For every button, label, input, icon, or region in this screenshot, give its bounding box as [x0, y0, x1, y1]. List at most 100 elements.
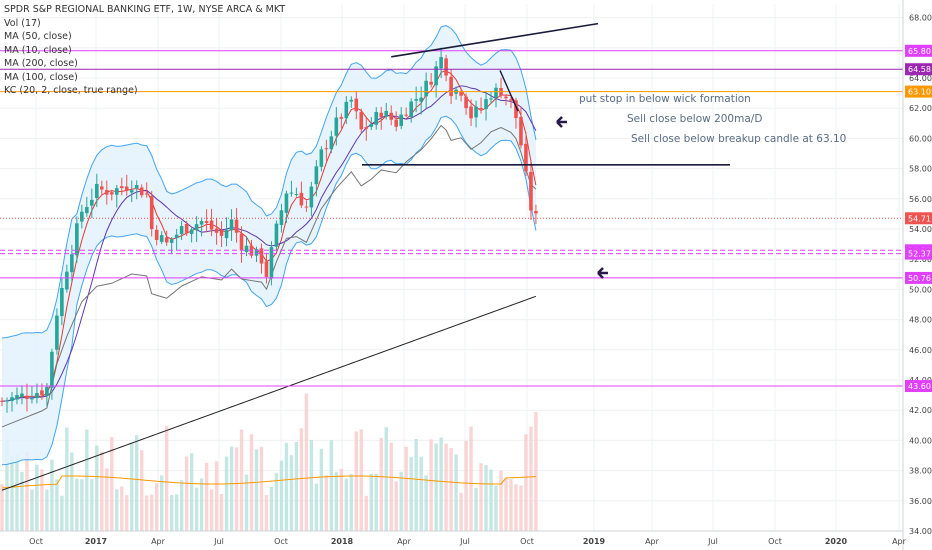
volume-bar-9	[45, 489, 49, 531]
candle-body-58	[289, 192, 294, 194]
candle-body-98	[489, 98, 493, 100]
volume-bar-97	[484, 465, 488, 531]
volume-bar-43	[214, 461, 219, 531]
candle-62	[309, 181, 314, 217]
candle-67	[334, 106, 339, 146]
price-tick-label: 40.00	[909, 436, 932, 445]
candle-body-53	[264, 261, 269, 277]
candle-4	[20, 385, 24, 405]
legend-ma100[interactable]: MA (100, close)	[4, 71, 78, 83]
time-axis[interactable]: Oct 2017 Apr Jul Oct 2018 Apr Jul Oct 2019 Apr Jul O…	[0, 530, 907, 546]
price-tag-bg-52.37	[905, 247, 932, 260]
candle-99	[494, 83, 498, 108]
candle-body-54	[269, 247, 274, 279]
trendline-drawings	[362, 22, 730, 279]
volume-bar-16	[80, 479, 84, 531]
volume-bar-63	[314, 483, 319, 531]
volume-bar-20	[100, 451, 104, 531]
candle-body-30	[149, 196, 154, 230]
candle-63	[314, 160, 319, 197]
volume-bar-75	[374, 473, 378, 531]
ma200-line	[1, 295, 537, 491]
candle-10	[50, 348, 54, 400]
price-tick-label: 54.00	[909, 225, 932, 234]
candle-body-67	[334, 117, 339, 136]
candle-body-62	[309, 186, 314, 208]
volume-bar-39	[194, 487, 199, 531]
volume-bar-40	[199, 478, 204, 531]
legend-ma200[interactable]: MA (200, close)	[4, 58, 78, 69]
volume-bar-18	[90, 479, 94, 531]
volume-bar-80	[399, 471, 403, 531]
candle-5	[25, 383, 29, 412]
price-axis[interactable]: 68.0066.0064.0062.0060.0058.0056.0054.00…	[902, 0, 932, 550]
volume-bar-2	[10, 455, 14, 531]
candle-body-11	[55, 315, 59, 350]
candle-body-4	[20, 393, 24, 397]
volume-bar-17	[85, 429, 89, 531]
price-tag-label: 52.37	[908, 250, 931, 259]
candle-93	[464, 93, 468, 115]
candle-3	[15, 387, 19, 405]
candle-94	[469, 99, 473, 127]
candle-body-13	[65, 271, 69, 290]
candle-body-15	[75, 223, 79, 256]
price-tick-label: 38.00	[909, 467, 932, 476]
volume-bar-36	[179, 480, 184, 531]
candle-body-7	[35, 392, 39, 399]
time-tick-label: Jul	[707, 537, 718, 546]
legend-ma10[interactable]: MA (10, close)	[4, 44, 72, 56]
volume-bar-103	[514, 484, 518, 531]
candle-body-89	[444, 58, 448, 76]
candle-body-78	[389, 112, 394, 120]
candle-body-99	[494, 87, 498, 98]
candle-body-25	[124, 186, 129, 191]
time-tick-label: Apr	[397, 537, 412, 546]
price-tick-label: 48.00	[909, 316, 932, 325]
legend-vol[interactable]: Vol (17)	[4, 17, 41, 29]
volume-bar-41	[204, 462, 209, 531]
candle-59	[294, 187, 299, 197]
candle-body-48	[239, 233, 244, 251]
price-tick-label: 52.00	[909, 255, 932, 264]
indicator-legend: SPDR S&P REGIONAL BANKING ETF, 1W, NYSE …	[4, 3, 285, 98]
volume-bar-70	[349, 474, 353, 531]
legend-kc[interactable]: KC (20, 2, close, true range)	[4, 85, 138, 96]
price-tag-label: 64.58	[908, 65, 931, 74]
candle-body-80	[399, 114, 403, 126]
volume-bar-47	[234, 447, 239, 531]
candle-body-37	[184, 224, 189, 233]
price-tick-label: 36.00	[909, 497, 932, 506]
volume-bar-95	[474, 487, 478, 531]
candle-body-27	[134, 185, 139, 189]
candle-1	[5, 397, 9, 413]
candle-46	[229, 209, 234, 241]
candle-body-83	[414, 99, 418, 101]
price-tag-bg-63.10	[905, 85, 932, 98]
candle-body-66	[329, 136, 334, 150]
price-tag-bg-43.60	[905, 380, 932, 393]
price-tag-bg-54.71	[905, 212, 932, 225]
candle-95	[474, 100, 478, 128]
candle-body-35	[174, 234, 179, 239]
volume-bar-62	[309, 439, 314, 531]
candle-body-49	[244, 245, 249, 253]
volume-bar-73	[364, 495, 368, 531]
time-tick-label: 2018	[331, 537, 354, 546]
candle-55	[274, 220, 279, 251]
volume-bar-59	[294, 442, 299, 531]
price-tick-label: 42.00	[909, 406, 932, 415]
candle-23	[114, 184, 119, 208]
volume-bar-66	[329, 440, 334, 531]
legend-title[interactable]: SPDR S&P REGIONAL BANKING ETF, 1W, NYSE …	[4, 4, 286, 15]
candle-body-97	[484, 99, 488, 110]
candle-body-70	[349, 99, 354, 102]
candle-19	[95, 173, 99, 208]
candle-body-103	[514, 100, 518, 119]
volume-bar-57	[284, 442, 289, 531]
volume-bar-106	[529, 426, 533, 531]
time-tick-label: Jul	[213, 537, 224, 546]
volume-bar-107	[534, 411, 538, 531]
legend-ma50[interactable]: MA (50, close)	[4, 31, 72, 42]
price-tick-label: 56.00	[909, 195, 932, 204]
